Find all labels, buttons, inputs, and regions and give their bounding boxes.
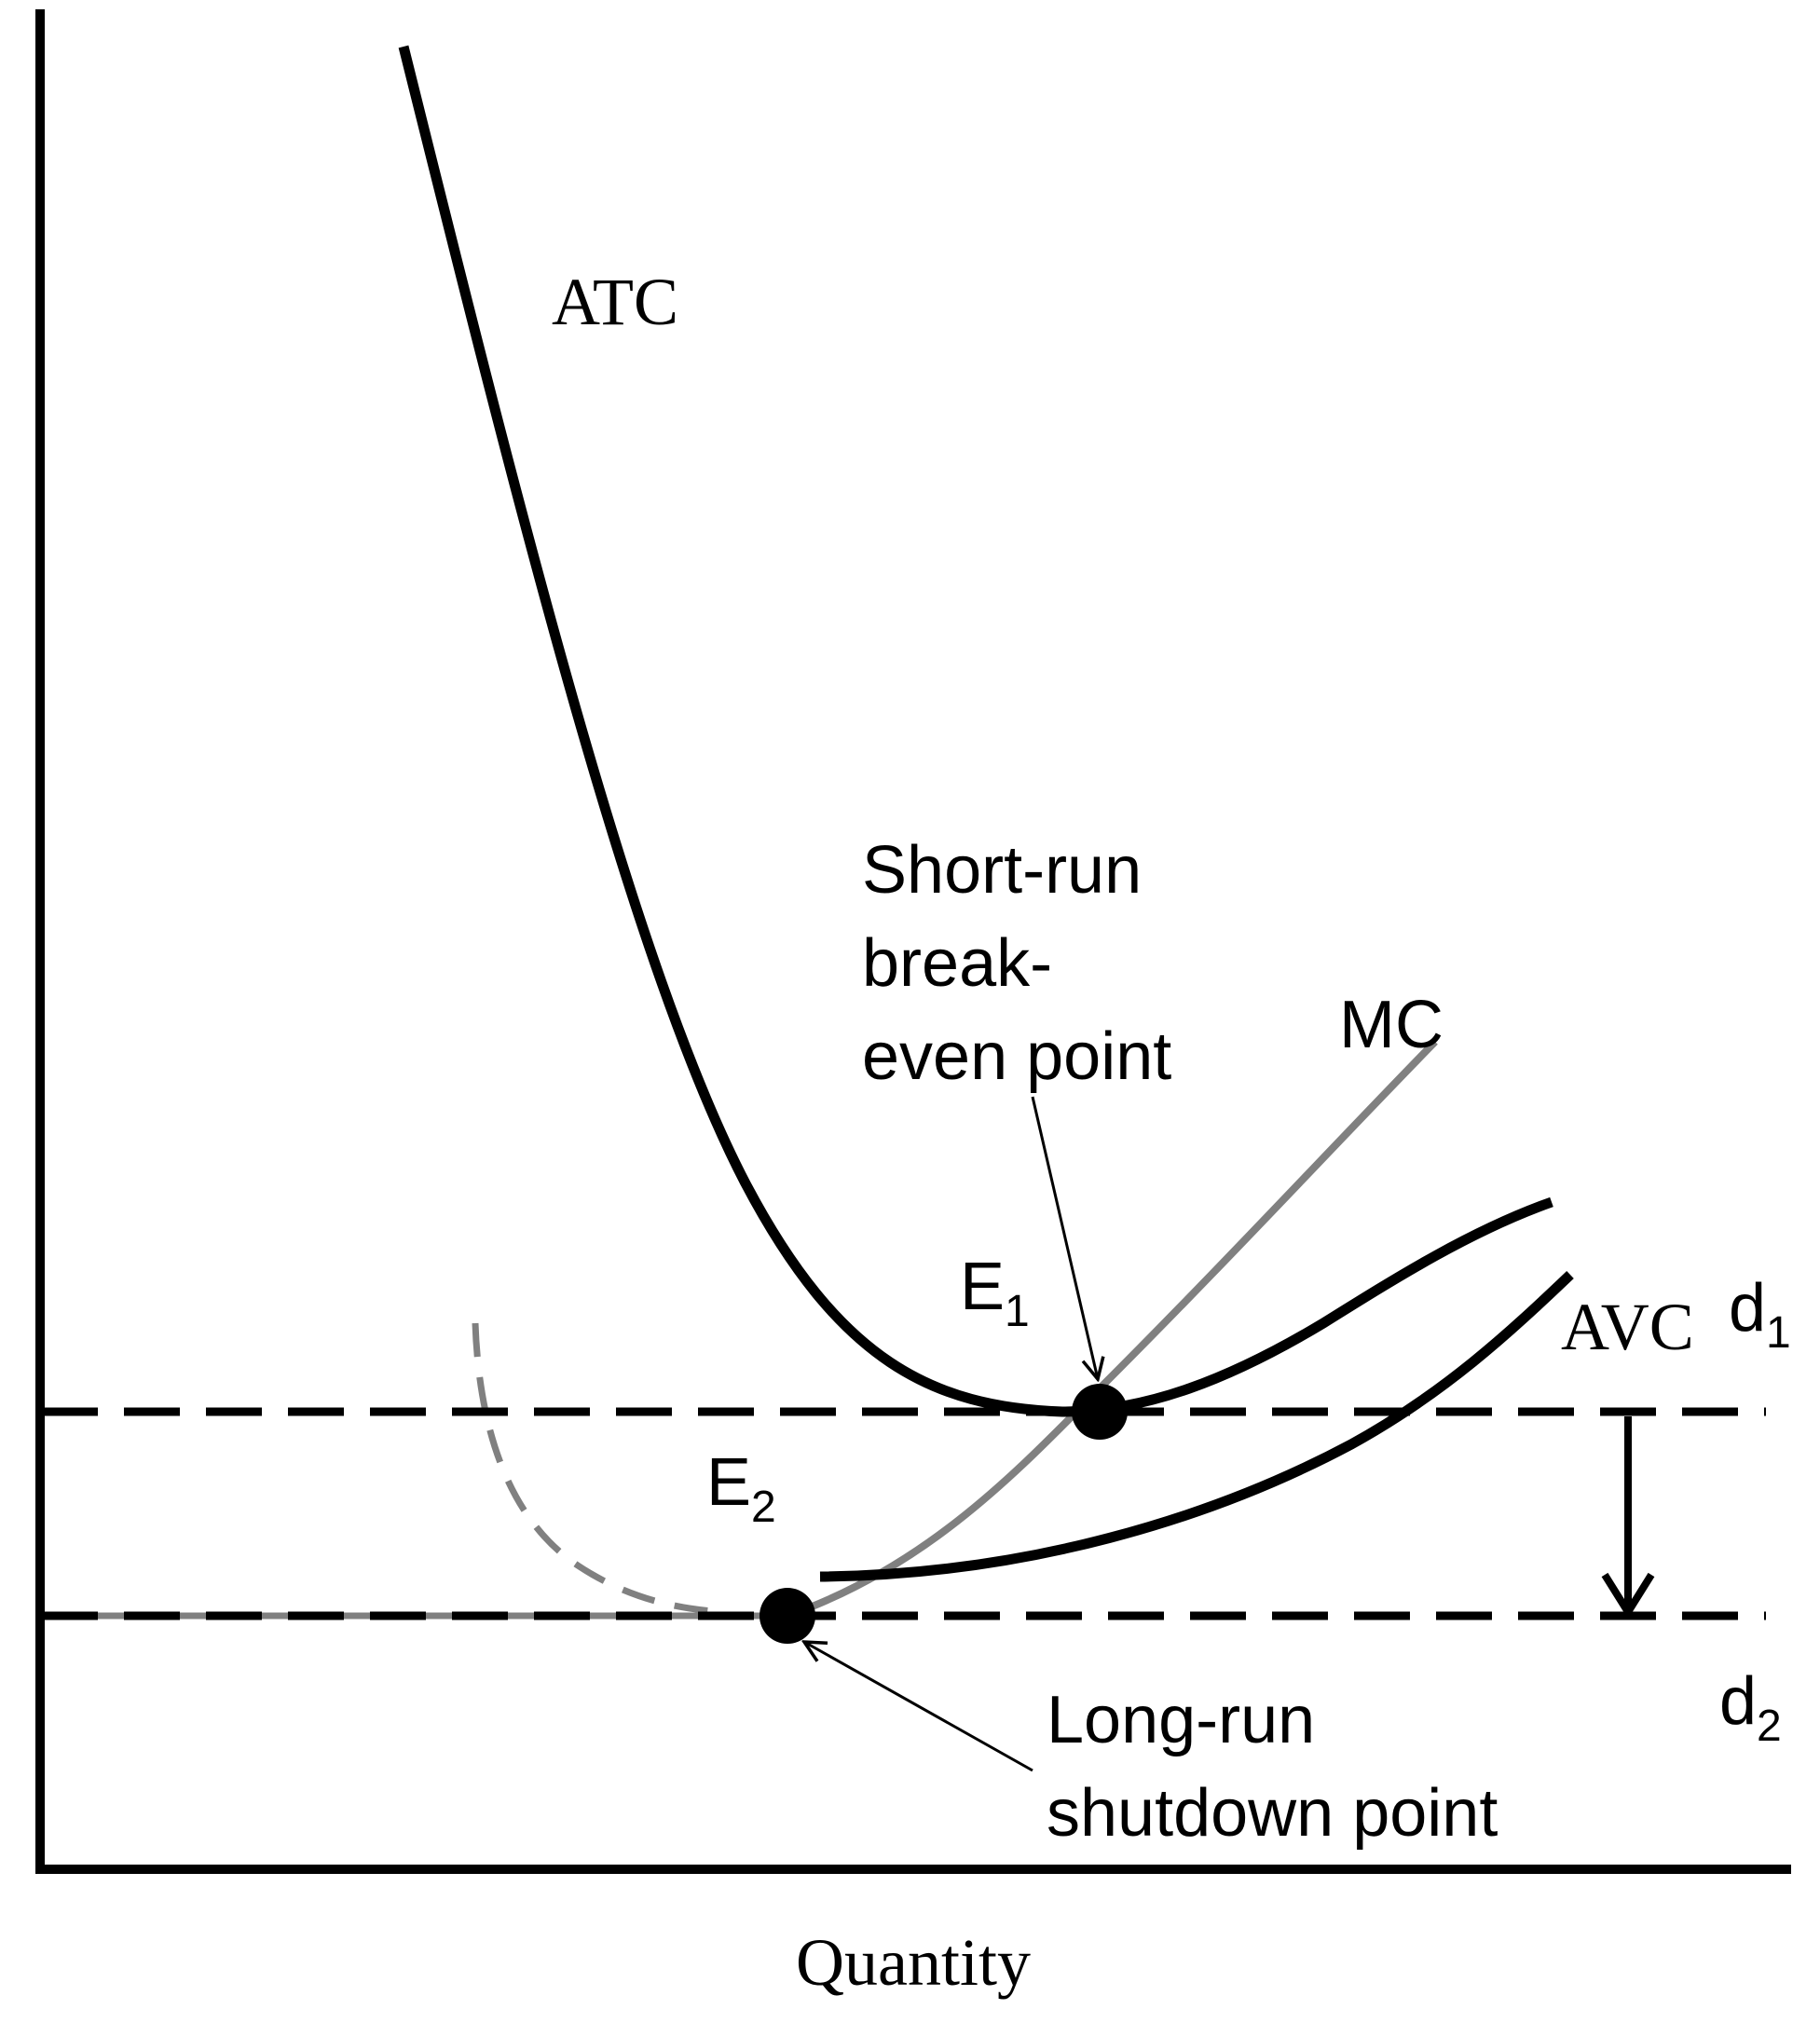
e1-label: E1 [960,1250,1030,1336]
avc-curve [819,1271,1574,1582]
e2-point [759,1588,815,1644]
shutdown-annotation: Long-run shutdown point [1047,1683,1498,1851]
d2-label: d2 [1719,1664,1782,1751]
mc-label: MC [1339,988,1444,1062]
atc-label: ATC [552,265,678,339]
avc-label: AVC [1561,1290,1694,1364]
x-axis-label: Quantity [796,1925,1031,2000]
atc-curve [398,45,1553,1417]
mc-dashed-extension [472,1322,728,1616]
break-even-annotation: Short-run break- even point [862,833,1171,1094]
e1-point [1072,1384,1128,1440]
break-even-pointer [1031,1096,1098,1379]
mc-curve [786,1039,1438,1620]
e2-label: E2 [706,1445,776,1532]
shift-arrow-head [1601,1572,1655,1620]
d1-label: d1 [1729,1271,1791,1358]
shutdown-pointer [804,1642,1033,1772]
